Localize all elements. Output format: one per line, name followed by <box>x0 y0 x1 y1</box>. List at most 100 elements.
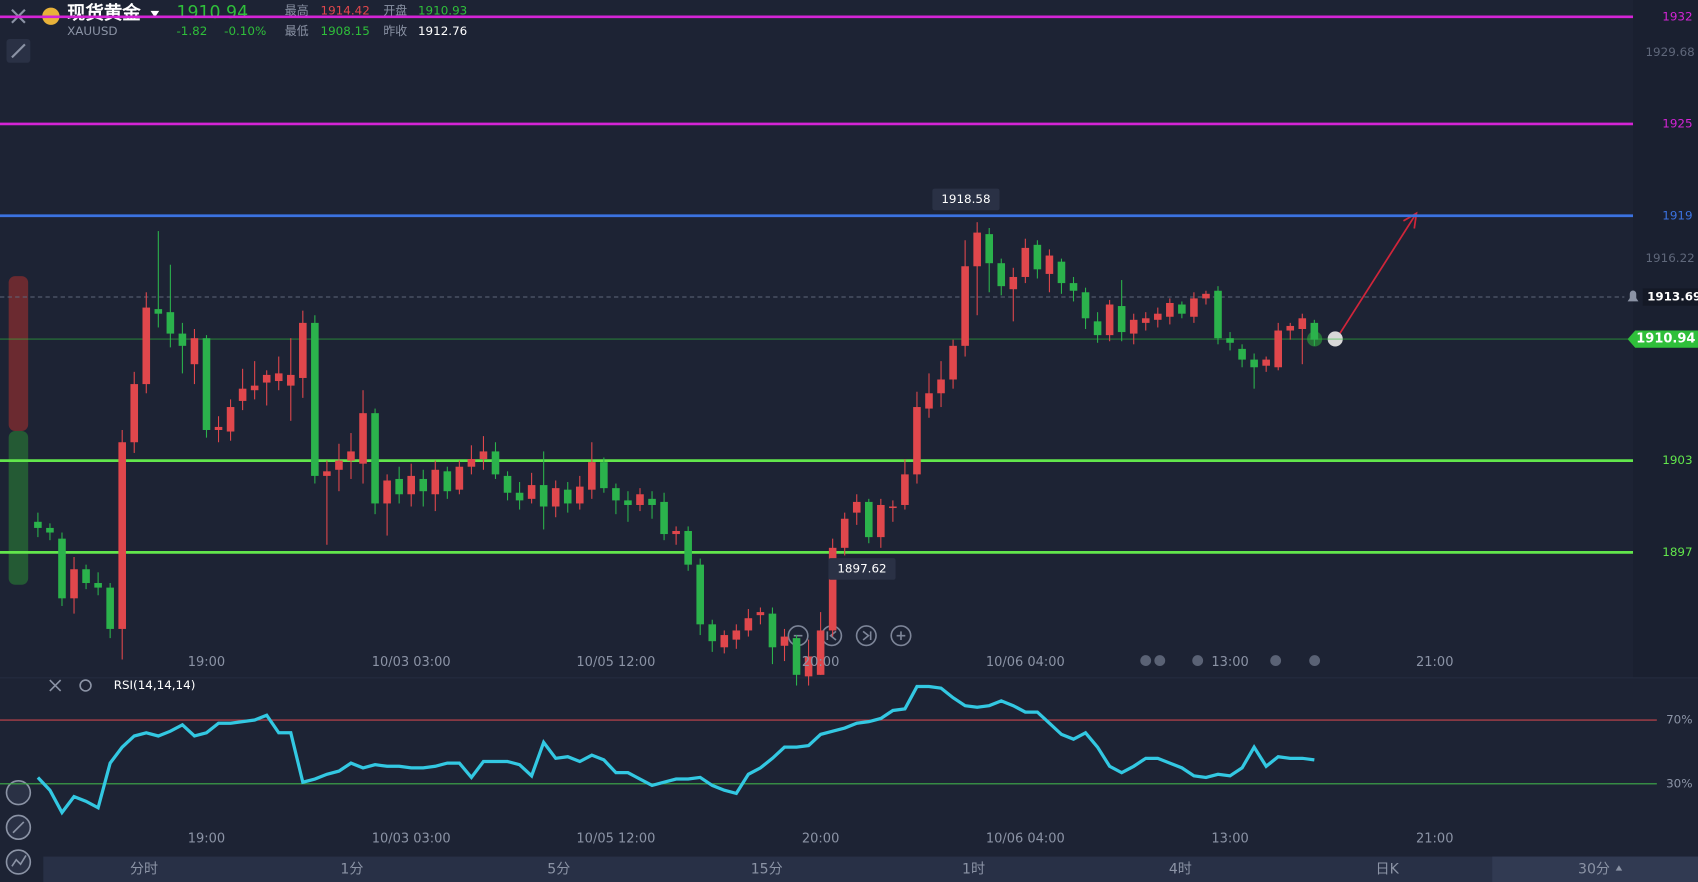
candle-body <box>359 413 367 464</box>
annotation-box <box>932 188 1000 211</box>
candle-body <box>419 478 428 492</box>
candle-body <box>600 462 608 489</box>
candle-body <box>178 333 187 346</box>
candle-body <box>889 506 897 509</box>
candle-body <box>214 426 223 430</box>
candle-body <box>684 530 692 565</box>
timeframe-tab[interactable]: 4时 <box>1169 862 1192 878</box>
candle-body <box>58 538 66 599</box>
rsi-line <box>36 684 1315 816</box>
candle-body <box>491 451 500 475</box>
candle-body <box>395 478 403 495</box>
candle-body <box>503 475 512 493</box>
candle-body <box>696 564 704 625</box>
dropdown-arrow[interactable] <box>150 10 160 18</box>
x-tick-label: 10/03 03:00 <box>372 832 451 847</box>
timeframe-tab[interactable]: 分时 <box>130 862 158 878</box>
candle-body <box>1045 255 1054 274</box>
last-price: 1910.94 <box>177 3 249 23</box>
rsi-close[interactable] <box>49 679 62 692</box>
candle-body <box>1021 247 1030 277</box>
candle-body <box>1093 321 1102 336</box>
candle-body <box>744 618 753 631</box>
stat-value: 1912.76 <box>418 24 467 38</box>
x-tick-label: 19:00 <box>188 655 225 670</box>
level-label: 1897 <box>1662 545 1692 559</box>
instrument-name[interactable]: 现货黄金 <box>67 2 141 24</box>
candle-body <box>563 489 572 504</box>
candle-body <box>539 485 548 507</box>
change: -1.82 <box>177 24 208 38</box>
tab-arrow[interactable] <box>1615 865 1623 871</box>
candle-body <box>985 234 993 264</box>
candle-body <box>624 500 632 505</box>
change-pct: -0.10% <box>224 24 266 38</box>
candle-body <box>1081 292 1090 319</box>
side-tools[interactable] <box>5 779 32 875</box>
tab-bar <box>43 856 1698 882</box>
candle-body <box>467 459 476 467</box>
candle-body <box>973 232 981 267</box>
candle-body <box>443 471 452 492</box>
timeframe-tab[interactable]: 30分 <box>1578 862 1610 878</box>
x-tick-label: 19:00 <box>188 832 225 847</box>
timeframe-tab[interactable]: 1时 <box>962 862 985 878</box>
candle-body <box>262 374 271 383</box>
tab-active-bg <box>1492 856 1698 882</box>
drawn-arrow[interactable] <box>1337 211 1418 337</box>
candle-body <box>828 547 837 631</box>
timeframe-tab[interactable]: 5分 <box>547 862 570 878</box>
x-tick-label: 10/06 04:00 <box>986 832 1065 847</box>
x-tick-label: 13:00 <box>1211 655 1248 670</box>
stat-value: 1908.15 <box>321 24 370 38</box>
candle-body <box>708 624 717 642</box>
candle-body <box>877 504 885 538</box>
timeframe-tab[interactable]: 15分 <box>751 862 783 878</box>
candle-body <box>154 309 163 314</box>
timeframe-tab[interactable]: 日K <box>1376 862 1400 878</box>
candle-body <box>1190 298 1198 317</box>
draw-icon[interactable] <box>6 38 31 63</box>
candle-body <box>913 407 921 475</box>
candle-body <box>250 385 259 391</box>
page-dots[interactable] <box>1140 655 1321 666</box>
candle-body <box>720 635 729 648</box>
candle-body <box>323 471 331 476</box>
candle-body <box>816 630 825 675</box>
stat-label: 开盘 <box>383 3 407 17</box>
stat-value: 1910.93 <box>418 3 467 17</box>
alert-label: 1913.69 <box>1647 290 1698 304</box>
x-tick-label: 13:00 <box>1211 832 1248 847</box>
candle-body <box>238 388 247 401</box>
x-tick-label: 21:00 <box>1416 832 1453 847</box>
candle-body <box>864 501 873 538</box>
candle-body <box>852 501 861 513</box>
candle-body <box>551 488 560 507</box>
level-label: 1919 <box>1662 208 1692 222</box>
candle-body <box>106 587 114 629</box>
candle-body <box>588 462 596 490</box>
candle-body <box>804 656 813 677</box>
candle-body <box>1238 348 1246 360</box>
candle-body <box>997 263 1006 287</box>
stat-value: 1914.42 <box>321 3 370 17</box>
candle-body <box>937 379 945 394</box>
candle-body <box>1286 325 1295 331</box>
alert-tag <box>1642 288 1698 306</box>
rsi-settings[interactable] <box>79 679 92 692</box>
playback-controls[interactable] <box>787 625 912 647</box>
candle-body <box>46 527 54 533</box>
annotation-label: 1897.62 <box>837 561 886 575</box>
x-tick-label: 21:00 <box>1416 655 1453 670</box>
candle-body <box>407 475 415 495</box>
candle-body <box>901 474 909 505</box>
candle-body <box>575 486 584 504</box>
candle-body <box>190 338 199 365</box>
timeframe-tab[interactable]: 1分 <box>340 862 363 878</box>
y-tick-label: 30% <box>1666 776 1692 790</box>
candle-body <box>1129 319 1138 334</box>
x-tick-label: 10/06 04:00 <box>986 655 1065 670</box>
candle-body <box>455 466 464 490</box>
